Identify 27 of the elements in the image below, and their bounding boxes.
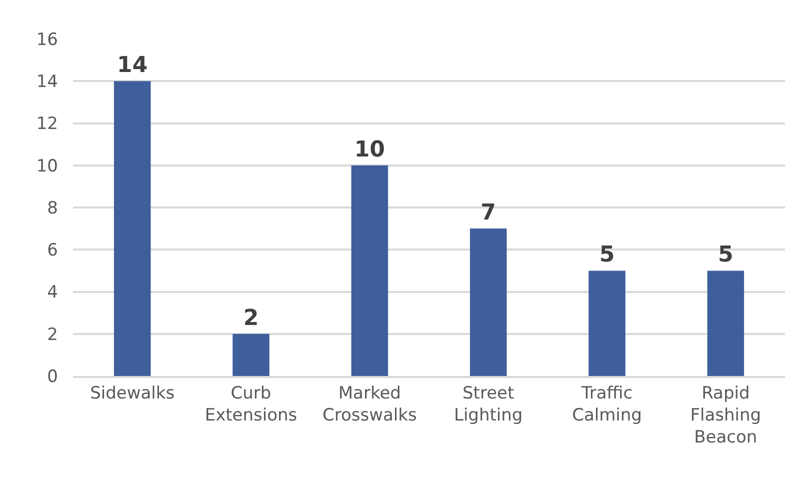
data-label: 2	[243, 306, 259, 331]
y-tick-label: 10	[36, 156, 58, 176]
data-label: 7	[480, 200, 496, 226]
y-tick-label: 12	[36, 114, 58, 134]
y-tick-label: 14	[36, 72, 58, 92]
data-label: 10	[354, 137, 385, 162]
data-label: 5	[718, 242, 734, 268]
data-label: 14	[117, 53, 148, 78]
y-tick-label: 2	[47, 324, 58, 345]
y-tick-label: 16	[36, 30, 58, 50]
data-label: 5	[599, 242, 615, 268]
bar	[470, 228, 507, 376]
x-tick-label: Marked Crosswalks	[322, 383, 417, 426]
y-tick-label: 4	[47, 282, 58, 303]
y-tick-label: 0	[47, 366, 58, 387]
x-tick-label: Traffic Calming	[572, 383, 642, 426]
bar	[588, 270, 626, 376]
y-tick-label: 6	[47, 240, 58, 261]
x-tick-label: Sidewalks	[90, 383, 175, 404]
bar	[707, 270, 744, 376]
bar	[114, 81, 151, 376]
bar	[232, 334, 270, 376]
x-tick-label: Rapid Flashing Beacon	[690, 383, 762, 448]
x-tick-label: Curb Extensions	[204, 383, 298, 426]
x-tick-label: Street Lighting	[454, 383, 523, 426]
y-tick-label: 8	[47, 198, 58, 218]
bar	[351, 165, 388, 376]
